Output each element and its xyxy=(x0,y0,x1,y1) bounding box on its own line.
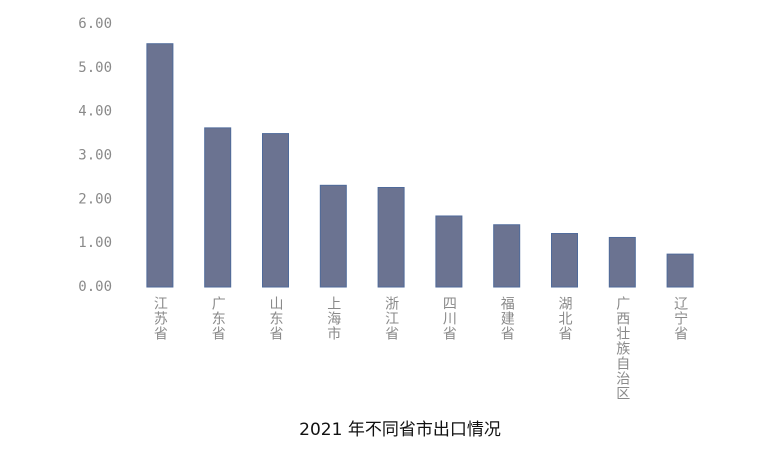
bar xyxy=(146,43,174,288)
x-tick-label: 山东省 xyxy=(268,296,284,341)
x-tick-label: 浙江省 xyxy=(383,296,399,341)
bar xyxy=(608,236,636,288)
bar xyxy=(377,186,405,288)
y-tick-label: 4.00 xyxy=(78,104,112,120)
x-tick-label: 四川省 xyxy=(441,296,457,341)
y-tick-label: 6.00 xyxy=(78,16,112,32)
y-tick-label: 0.00 xyxy=(78,279,112,295)
bar xyxy=(435,215,463,288)
y-tick-label: 1.00 xyxy=(78,235,112,251)
x-tick-label: 辽宁省 xyxy=(672,296,688,341)
x-tick-label: 上海市 xyxy=(325,296,341,341)
y-tick-label: 5.00 xyxy=(78,60,112,76)
x-tick-label: 湖北省 xyxy=(557,296,573,341)
y-tick-label: 2.00 xyxy=(78,191,112,207)
bar xyxy=(666,253,694,288)
bar xyxy=(551,233,578,288)
bar xyxy=(262,133,289,288)
y-tick-label: 3.00 xyxy=(78,148,112,164)
chart-title: 2021 年不同省市出口情况 xyxy=(299,420,501,440)
x-tick-label: 江苏省 xyxy=(152,296,168,341)
x-tick-label: 广西壮族自治区 xyxy=(614,296,630,401)
x-tick-label: 福建省 xyxy=(499,296,515,341)
bar xyxy=(319,184,347,288)
bar xyxy=(493,224,521,288)
bar xyxy=(204,127,232,288)
x-tick-label: 广东省 xyxy=(210,296,226,341)
